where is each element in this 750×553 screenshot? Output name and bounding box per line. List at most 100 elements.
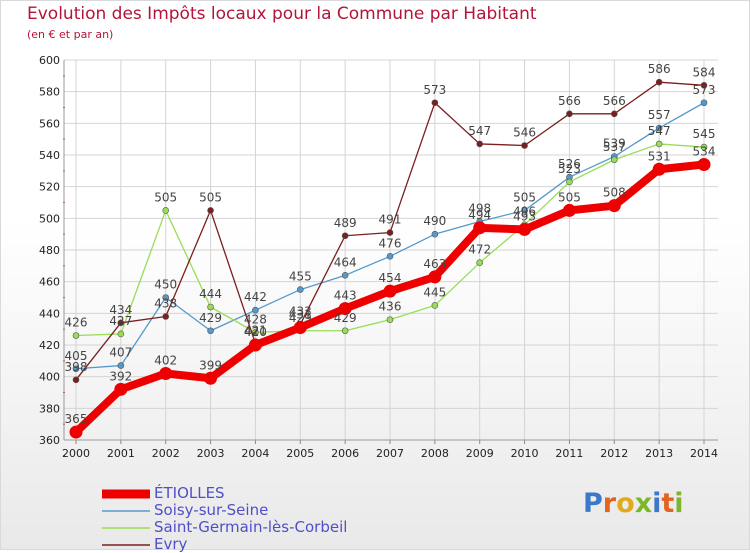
y-tick-label: 600 [39, 54, 60, 67]
data-label: 531 [648, 149, 671, 163]
chart-title: Evolution des Impôts locaux pour la Comm… [27, 4, 537, 24]
data-label: 407 [109, 346, 132, 360]
data-label: 365 [65, 412, 88, 426]
data-label: 454 [379, 271, 402, 285]
data-point [248, 338, 262, 352]
data-label: 494 [468, 208, 491, 222]
y-tick-label: 500 [39, 212, 60, 225]
data-point [293, 321, 307, 335]
data-label: 505 [513, 190, 536, 204]
data-point [72, 332, 80, 339]
logo-letter: o [616, 488, 635, 519]
legend-label: Soisy-sur-Seine [154, 501, 269, 519]
legend-label: ÉTIOLLES [154, 484, 225, 502]
data-label: 427 [109, 314, 132, 328]
data-point [521, 142, 528, 149]
data-point [700, 143, 708, 151]
data-label: 463 [423, 257, 446, 271]
data-label: 438 [154, 297, 177, 311]
data-label: 472 [468, 243, 491, 257]
data-label: 421 [244, 323, 267, 337]
data-label: 433 [289, 304, 312, 318]
data-label: 398 [65, 360, 88, 374]
data-point [252, 306, 259, 314]
y-tick-label: 420 [39, 339, 60, 352]
data-label: 405 [65, 349, 88, 363]
data-label: 534 [693, 145, 716, 159]
data-point [476, 259, 484, 266]
data-label: 436 [379, 300, 402, 314]
data-label: 426 [65, 316, 88, 330]
data-label: 546 [513, 126, 536, 140]
data-point [207, 327, 214, 335]
data-label: 505 [199, 190, 222, 204]
data-label: 450 [154, 278, 177, 292]
data-label: 505 [558, 190, 581, 204]
data-point [117, 330, 125, 338]
data-label: 498 [468, 202, 491, 216]
data-point [700, 82, 708, 89]
y-tick-label: 480 [39, 244, 60, 257]
data-point [655, 140, 663, 148]
data-label: 443 [334, 289, 357, 303]
x-tick-label: 2007 [376, 447, 404, 460]
data-point [383, 284, 397, 298]
logo-letter: r [602, 488, 617, 519]
x-tick-label: 2009 [466, 447, 494, 460]
data-label: 489 [334, 216, 357, 230]
y-tick-label: 380 [39, 402, 60, 415]
data-point [296, 286, 304, 293]
data-label: 537 [603, 140, 626, 154]
y-tick-label: 540 [39, 149, 60, 162]
data-point [386, 253, 394, 260]
data-point [338, 302, 352, 316]
y-tick-label: 360 [39, 434, 60, 447]
data-point [473, 221, 487, 235]
data-label: 429 [289, 311, 312, 325]
logo-letter: P [583, 488, 603, 519]
x-tick-label: 2006 [331, 447, 359, 460]
data-label: 455 [289, 270, 312, 284]
data-label: 491 [379, 213, 402, 227]
data-label: 493 [513, 209, 536, 223]
data-point [162, 207, 170, 214]
y-tick-label: 520 [39, 181, 60, 194]
data-label: 445 [423, 285, 446, 299]
data-point [610, 110, 618, 118]
data-point [562, 203, 576, 217]
data-label: 442 [244, 290, 267, 304]
x-tick-label: 2013 [645, 447, 673, 460]
data-point [341, 272, 349, 279]
data-point [655, 124, 663, 132]
data-label: 547 [468, 124, 491, 138]
data-point [566, 110, 573, 118]
data-point [341, 327, 349, 335]
data-point [341, 232, 349, 240]
data-label: 496 [513, 205, 536, 219]
data-point [159, 367, 173, 380]
y-tick-label: 460 [39, 276, 60, 289]
data-label: 505 [154, 190, 177, 204]
data-label: 428 [244, 312, 267, 326]
data-label: 490 [423, 214, 446, 228]
data-label: 434 [109, 303, 132, 317]
data-label: 476 [379, 236, 402, 250]
data-label: 526 [558, 157, 581, 171]
y-tick-label: 560 [39, 117, 60, 130]
data-label: 539 [603, 137, 626, 151]
data-label: 444 [199, 287, 222, 301]
data-point [72, 376, 80, 384]
data-label: 547 [648, 124, 671, 138]
data-point [204, 371, 218, 385]
logo-letter: t [661, 488, 675, 519]
data-point [117, 362, 125, 369]
data-label: 402 [154, 354, 177, 368]
legend-label: Evry [154, 535, 188, 553]
data-point [700, 99, 708, 107]
data-point [607, 199, 621, 213]
logo-letter: x [634, 488, 653, 519]
data-point [162, 294, 170, 301]
x-tick-label: 2001 [107, 447, 135, 460]
data-point [117, 319, 125, 327]
